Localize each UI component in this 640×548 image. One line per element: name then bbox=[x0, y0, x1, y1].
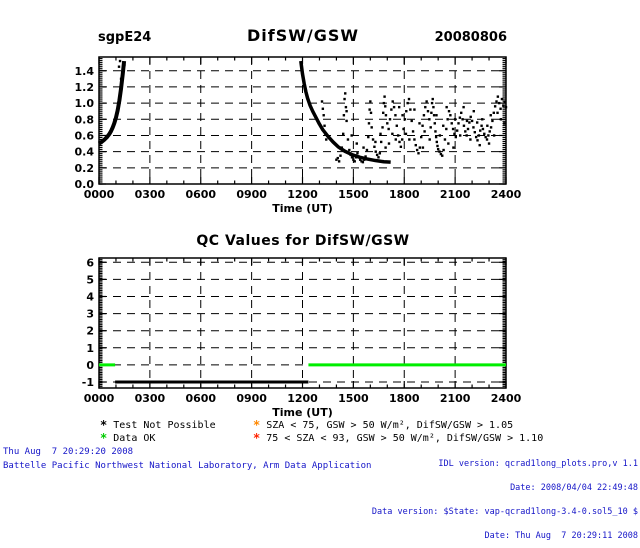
svg-text:2400: 2400 bbox=[491, 392, 522, 405]
svg-text:-1: -1 bbox=[82, 376, 94, 389]
legend-item-sza75: * SZA < 75, GSW > 50 W/m², DifSW/GSW > 1… bbox=[253, 418, 513, 432]
svg-text:1200: 1200 bbox=[287, 188, 318, 201]
svg-text:6: 6 bbox=[86, 256, 94, 269]
data-version-line: Data version: $State: vap-qcrad1long-3.4… bbox=[371, 507, 638, 517]
svg-text:0900: 0900 bbox=[236, 188, 267, 201]
svg-text:0600: 0600 bbox=[185, 188, 216, 201]
series-morning-stray-points bbox=[117, 59, 126, 88]
svg-text:0000: 0000 bbox=[84, 392, 115, 405]
svg-text:1200: 1200 bbox=[287, 392, 318, 405]
svg-text:4: 4 bbox=[86, 290, 94, 303]
svg-text:3: 3 bbox=[86, 308, 94, 321]
svg-text:0600: 0600 bbox=[185, 392, 216, 405]
plot-date-line: Date: Thu Aug 7 20:29:11 2008 bbox=[484, 531, 638, 541]
plot-frame bbox=[98, 257, 507, 389]
svg-text:1: 1 bbox=[86, 342, 94, 355]
svg-text:2100: 2100 bbox=[440, 188, 471, 201]
idl-version-line: IDL version: qcrad1long_plots.pro,v 1.1 bbox=[438, 459, 638, 469]
qc-plot: 0000 0300 0600 0900 1200 1500 1800 2100 2400 -1 0 1… bbox=[82, 256, 522, 419]
svg-text:0300: 0300 bbox=[135, 188, 166, 201]
legend-label: SZA < 75, GSW > 50 W/m², DifSW/GSW > 1.0… bbox=[266, 420, 514, 431]
x-axis-label: Time (UT) bbox=[272, 202, 333, 215]
tick-labels: 0000 0300 0600 0900 1200 1500 1800 2100 2400 -1 0 1… bbox=[82, 256, 522, 419]
svg-text:0300: 0300 bbox=[135, 392, 166, 405]
station-label: sgpE24 bbox=[98, 30, 152, 45]
svg-text:1800: 1800 bbox=[389, 188, 420, 201]
organization-line: Battelle Pacific Northwest National Labo… bbox=[3, 461, 372, 471]
date-label: 20080806 bbox=[434, 30, 507, 45]
svg-text:1500: 1500 bbox=[338, 188, 369, 201]
svg-text:0.6: 0.6 bbox=[75, 129, 95, 142]
svg-text:2: 2 bbox=[86, 325, 94, 338]
legend-label: Test Not Possible bbox=[113, 420, 216, 431]
svg-text:1.2: 1.2 bbox=[75, 81, 95, 94]
legend-item-test-not-possible: * Test Not Possible bbox=[100, 418, 216, 432]
svg-text:0: 0 bbox=[86, 359, 94, 372]
plot-frame bbox=[98, 56, 507, 185]
svg-text:0900: 0900 bbox=[236, 392, 267, 405]
svg-text:2400: 2400 bbox=[491, 188, 522, 201]
svg-text:0.2: 0.2 bbox=[75, 162, 95, 175]
legend-label: 75 < SZA < 93, GSW > 50 W/m², DifSW/GSW … bbox=[266, 433, 544, 444]
svg-text:1800: 1800 bbox=[389, 392, 420, 405]
version-block: IDL version: qcrad1long_plots.pro,v 1.1 … bbox=[372, 444, 638, 548]
series-morning-curve bbox=[97, 60, 127, 146]
svg-text:1.4: 1.4 bbox=[75, 65, 95, 78]
svg-text:1.0: 1.0 bbox=[75, 97, 95, 110]
plot-page: { "accent_colors": {"data_ok_green": "#0… bbox=[3, 26, 638, 541]
gridlines bbox=[99, 57, 506, 184]
top-plot: 0000 0300 0600 0900 1200 1500 1800 2100 2400 0.0 0… bbox=[75, 56, 522, 215]
legend-label: Data OK bbox=[113, 433, 156, 444]
idl-date-line: Date: 2008/04/04 22:49:48 bbox=[510, 483, 638, 493]
asterisk-marker-green: * bbox=[100, 431, 108, 445]
asterisk-marker-black: * bbox=[100, 418, 108, 432]
timestamp-left: Thu Aug 7 20:29:20 2008 bbox=[3, 447, 134, 457]
series-midday-descent bbox=[299, 60, 391, 164]
svg-text:0000: 0000 bbox=[84, 188, 115, 201]
svg-text:0.0: 0.0 bbox=[75, 178, 95, 191]
gridlines bbox=[99, 258, 506, 388]
page-title: DifSW/GSW bbox=[246, 26, 360, 45]
qc-plot-title: QC Values for DifSW/GSW bbox=[196, 233, 410, 249]
x-axis-label: Time (UT) bbox=[272, 406, 333, 419]
plots-canvas: 0000 0300 0600 0900 1200 1500 1800 2100 24000.00… bbox=[75, 56, 522, 419]
asterisk-marker-red: * bbox=[253, 431, 261, 445]
svg-text:2100: 2100 bbox=[440, 392, 471, 405]
legend-item-sza93: * 75 < SZA < 93, GSW > 50 W/m², DifSW/GS… bbox=[253, 431, 543, 445]
svg-text:5: 5 bbox=[86, 273, 94, 286]
svg-text:1500: 1500 bbox=[338, 392, 369, 405]
svg-text:0.8: 0.8 bbox=[75, 113, 95, 126]
series-afternoon-scatter bbox=[320, 92, 508, 164]
tick-labels: 0000 0300 0600 0900 1200 1500 1800 2100 2400 0.0 0… bbox=[75, 65, 522, 215]
svg-text:0.4: 0.4 bbox=[75, 146, 95, 159]
legend-item-data-ok: * Data OK bbox=[100, 431, 155, 445]
asterisk-marker-orange: * bbox=[253, 418, 261, 432]
